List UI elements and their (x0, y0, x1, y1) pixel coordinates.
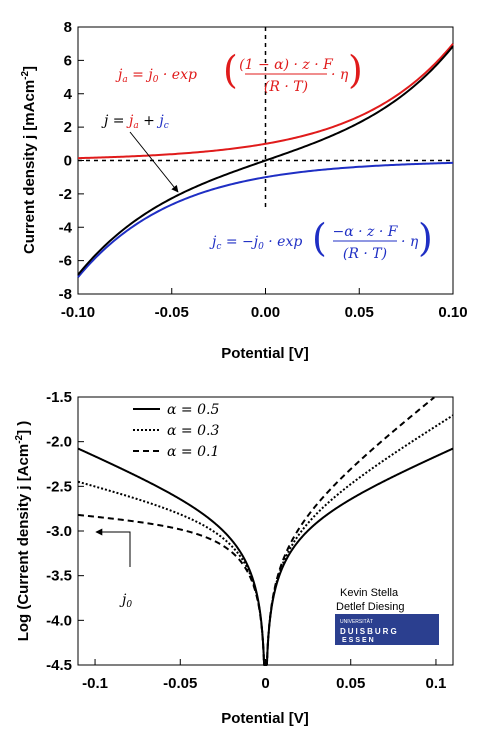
linear-y-tick-label: -8 (59, 286, 72, 303)
linear-y-axis: 8 6 4 2 0 -2 -4 -6 -8 (59, 19, 84, 303)
cathodic-overpotential: · η (401, 234, 419, 250)
anodic-current-curve (77, 43, 454, 160)
tafel-y-axis-label: Log (Current density j [Acm-2] ) (14, 421, 32, 642)
anodic-close-paren: ) (348, 48, 363, 92)
tafel-x-axis-label: Potential [V] (221, 710, 309, 727)
linear-y-tick-label: 4 (64, 86, 73, 103)
legend-label-alpha-0.5: α = 0.5 (167, 402, 219, 418)
linear-y-tick-label: -4 (59, 219, 73, 236)
anodic-denominator: (R · T) (264, 79, 308, 95)
cathodic-equation-lhs: jc = −j0 · exp (209, 234, 302, 252)
sum-equation: j = ja + jc (101, 113, 169, 131)
logo-bottom-text: ESSEN (342, 637, 376, 644)
linear-x-tick-label: 0.00 (251, 304, 280, 321)
logo-top-text: UNIVERSITÄT (340, 618, 373, 625)
legend-label-alpha-0.3: α = 0.3 (167, 423, 219, 439)
cathodic-open-paren: ( (312, 216, 327, 260)
cathodic-equation: jc = −j0 · exp ( −α · z · F (R · T) · η … (209, 216, 433, 262)
linear-y-axis-label: Current density j [mAcm-2] (20, 66, 38, 254)
tafel-x-tick-label: -0.1 (82, 675, 108, 692)
tafel-x-tick-label: 0.1 (426, 675, 447, 692)
tafel-y-axis: -1.5 -2.0 -2.5 -3.0 -3.5 -4.0 -4.5 (46, 389, 84, 674)
tafel-y-tick-label: -3.5 (46, 568, 72, 585)
tafel-y-tick-label: -2.5 (46, 478, 72, 495)
sum-arrow (129, 131, 179, 193)
legend-label-alpha-0.1: α = 0.1 (167, 444, 219, 460)
linear-x-tick-label: 0.10 (438, 304, 467, 321)
tafel-y-tick-label: -1.5 (46, 389, 72, 406)
tafel-x-axis: -0.1 -0.05 0 0.05 0.1 (82, 659, 446, 692)
linear-x-axis-label: Potential [V] (221, 345, 309, 362)
anodic-overpotential: · η (331, 67, 349, 83)
net-current-curve (77, 45, 454, 276)
tafel-y-tick-label: -4.0 (46, 612, 72, 629)
tafel-x-tick-label: 0.05 (336, 675, 365, 692)
cathodic-current-curve (77, 161, 454, 278)
tafel-chart: -1.5 -2.0 -2.5 -3.0 -3.5 -4.0 -4.5 -0.1 -0.05 0 0… (14, 389, 454, 727)
linear-y-tick-label: 8 (64, 19, 72, 36)
credit-author-1: Kevin Stella (340, 587, 399, 599)
cathodic-numerator: −α · z · F (333, 224, 399, 240)
tafel-x-tick-label: -0.05 (163, 675, 197, 692)
tafel-curve-alpha-0.3 (77, 414, 454, 666)
tafel-legend: α = 0.5 α = 0.3 α = 0.1 (133, 402, 219, 460)
tafel-x-tick-label: 0 (261, 675, 269, 692)
anodic-open-paren: ( (223, 48, 238, 92)
tafel-y-tick-label: -4.5 (46, 657, 72, 674)
cathodic-denominator: (R · T) (343, 246, 387, 262)
linear-x-tick-label: -0.05 (155, 304, 189, 321)
cathodic-close-paren: ) (418, 216, 433, 260)
linear-y-tick-label: -6 (59, 253, 72, 270)
linear-x-axis: -0.10 -0.05 0.00 0.05 0.10 (61, 288, 468, 321)
linear-x-tick-label: -0.10 (61, 304, 95, 321)
tafel-y-tick-label: -2.0 (46, 434, 72, 451)
j0-arrow (95, 528, 131, 567)
anodic-numerator: (1 − α) · z · F (239, 57, 334, 73)
linear-x-tick-label: 0.05 (345, 304, 374, 321)
tafel-y-tick-label: -3.0 (46, 523, 72, 540)
credit-author-2: Detlef Diesing (336, 601, 404, 613)
j0-label: j0 (119, 592, 132, 610)
logo-background (335, 614, 439, 645)
anodic-equation: ja = j0 · exp ( (1 − α) · z · F (R · T) … (115, 48, 363, 95)
anodic-equation-lhs: ja = j0 · exp (115, 67, 197, 85)
university-logo: UNIVERSITÄT DUISBURG ESSEN (335, 614, 439, 645)
logo-mid-text: DUISBURG (340, 627, 399, 636)
linear-y-tick-label: 6 (64, 52, 72, 69)
linear-y-tick-label: 0 (64, 153, 72, 170)
linear-y-tick-label: -2 (59, 186, 72, 203)
linear-chart: 8 6 4 2 0 -2 -4 -6 -8 -0.10 -0.05 0.00 0.05 0.10 ja … (20, 19, 468, 362)
linear-y-tick-label: 2 (64, 119, 72, 136)
